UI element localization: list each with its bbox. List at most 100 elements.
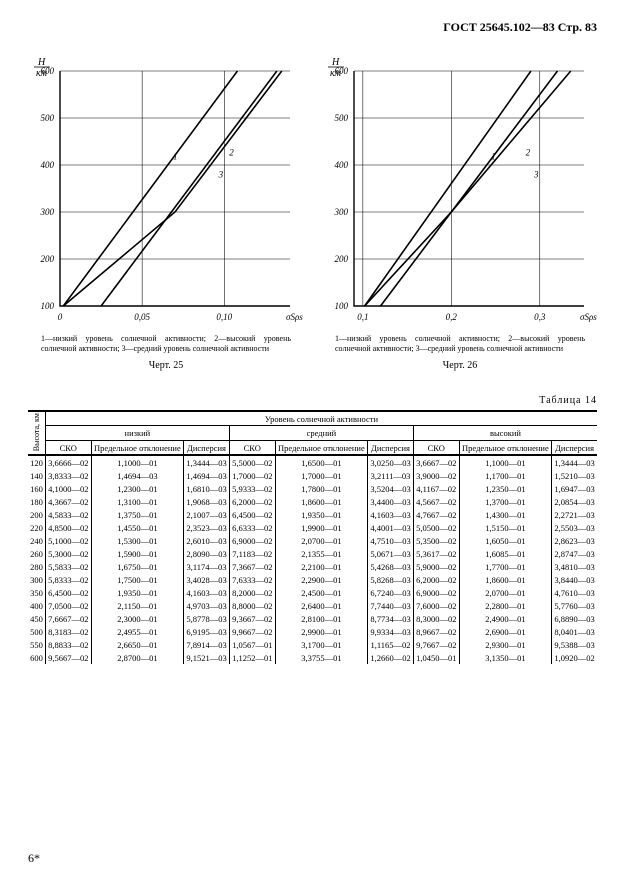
table-row: 4007,0500—022,1150—014,9703—038,8000—022…: [28, 599, 597, 612]
table-cell: 1,3100—01: [91, 495, 184, 508]
svg-text:Hкм: Hкм: [36, 57, 48, 79]
svg-text:500: 500: [41, 113, 55, 123]
table-cell: 4,1167—02: [413, 482, 459, 495]
table-cell: 1,6500—01: [275, 455, 368, 469]
table-cell: 5,8268—03: [368, 573, 414, 586]
table-cell: 5,5000—02: [229, 455, 275, 469]
table-cell: 3,6666—02: [45, 455, 91, 469]
table-cell: 9,5667—02: [45, 651, 91, 664]
table-cell: 3,4028—03: [184, 573, 230, 586]
table-cell: 5,0671—03: [368, 547, 414, 560]
table-cell: 7,6333—02: [229, 573, 275, 586]
table-row: 6009,5667—022,8700—019,1521—031,1252—013…: [28, 651, 597, 664]
table-cell: 3,9000—02: [413, 469, 459, 482]
table-cell: 240: [28, 534, 45, 547]
table-cell: 1,4694—03: [184, 469, 230, 482]
col-sko-2: СКО: [229, 440, 275, 455]
table-cell: 2,0854—03: [552, 495, 597, 508]
table-cell: 1,3700—01: [459, 495, 552, 508]
table-row: 5008,3183—022,4955—016,9195—039,9667—022…: [28, 625, 597, 638]
table-cell: 1,1252—01: [229, 651, 275, 664]
table-cell: 1,7700—01: [459, 560, 552, 573]
table-cell: 2,4900—01: [459, 612, 552, 625]
svg-text:500: 500: [335, 113, 349, 123]
table-cell: 2,6900—01: [459, 625, 552, 638]
level-mid: средний: [229, 426, 413, 440]
table-cell: 2,6010—03: [184, 534, 230, 547]
table-cell: 180: [28, 495, 45, 508]
table-cell: 5,1000—02: [45, 534, 91, 547]
table-row: 1203,6666—021,1000—011,3444—035,5000—021…: [28, 455, 597, 469]
table-cell: 1,4300—01: [459, 508, 552, 521]
svg-text:σSρs: σSρs: [580, 312, 597, 322]
table-cell: 5,0500—02: [413, 521, 459, 534]
col-disp-3: Дисперсия: [552, 440, 597, 455]
table-cell: 6,2000—02: [413, 573, 459, 586]
table-cell: 5,3500—02: [413, 534, 459, 547]
table-cell: 3,5204—03: [368, 482, 414, 495]
table-cell: 1,5150—01: [459, 521, 552, 534]
table-row: 1403,8333—021,4694—031,4694—031,7000—021…: [28, 469, 597, 482]
table-cell: 1,9900—01: [275, 521, 368, 534]
svg-text:200: 200: [41, 254, 55, 264]
table-cell: 1,1000—01: [459, 455, 552, 469]
table-row: 2805,5833—021,6750—013,1174—037,3667—022…: [28, 560, 597, 573]
svg-text:σSρs: σSρs: [286, 312, 303, 322]
table-cell: 3,1700—01: [275, 638, 368, 651]
table-row: 4507,6667—022,3000—015,8778—039,3667—022…: [28, 612, 597, 625]
table-cell: 1,6810—03: [184, 482, 230, 495]
chart-left: 10020030040050060000,050,10σSρs123Hкм: [28, 49, 304, 326]
table-cell: 1,0920—02: [552, 651, 597, 664]
chart-right-caption: 1—низкий уровень солнечной активности; 2…: [335, 334, 585, 354]
svg-text:2: 2: [229, 147, 234, 157]
table-cell: 6,7240—03: [368, 586, 414, 599]
table-cell: 3,6667—02: [413, 455, 459, 469]
col-pred-1: Предельное отклонение: [91, 440, 184, 455]
table-cell: 1,9350—01: [91, 586, 184, 599]
table-cell: 1,1165—02: [368, 638, 414, 651]
table-cell: 5,9333—02: [229, 482, 275, 495]
table-cell: 7,0500—02: [45, 599, 91, 612]
svg-text:200: 200: [335, 254, 349, 264]
table-cell: 4,5833—02: [45, 508, 91, 521]
table-row: 1804,3667—021,3100—011,9068—036,2000—021…: [28, 495, 597, 508]
svg-text:400: 400: [335, 160, 349, 170]
col-pred-3: Предельное отклонение: [459, 440, 552, 455]
footer-mark: 6*: [28, 851, 40, 866]
svg-text:100: 100: [335, 301, 349, 311]
table-cell: 140: [28, 469, 45, 482]
table-cell: 280: [28, 560, 45, 573]
table-cell: 7,3667—02: [229, 560, 275, 573]
table-cell: 200: [28, 508, 45, 521]
charts-row: 10020030040050060000,050,10σSρs123Hкм 1—…: [28, 49, 597, 371]
table-cell: 2,1007—03: [184, 508, 230, 521]
col-sko-1: СКО: [45, 440, 91, 455]
table-cell: 550: [28, 638, 45, 651]
table-cell: 7,1183—02: [229, 547, 275, 560]
svg-text:0,05: 0,05: [134, 312, 150, 322]
table-cell: 3,8333—02: [45, 469, 91, 482]
table-cell: 400: [28, 599, 45, 612]
table-cell: 9,1521—03: [184, 651, 230, 664]
table-cell: 450: [28, 612, 45, 625]
table-cell: 120: [28, 455, 45, 469]
table-cell: 4,4001—03: [368, 521, 414, 534]
table-cell: 4,7510—03: [368, 534, 414, 547]
table-cell: 6,2000—02: [229, 495, 275, 508]
table-cell: 8,3183—02: [45, 625, 91, 638]
table-cell: 220: [28, 521, 45, 534]
table-row: 5508,8833—022,6650—017,8914—031,0567—013…: [28, 638, 597, 651]
chart-left-caption: 1—низкий уровень солнечной активности; 2…: [41, 334, 291, 354]
table-cell: 9,9334—03: [368, 625, 414, 638]
table-cell: 3,4400—03: [368, 495, 414, 508]
table-cell: 2,3000—01: [91, 612, 184, 625]
data-table: Высота, км Уровень солнечной активности …: [28, 410, 597, 664]
svg-text:1: 1: [173, 151, 178, 161]
table-cell: 2,0700—01: [459, 586, 552, 599]
table-cell: 3,0250—03: [368, 455, 414, 469]
table-row: 2605,3000—021,5900—012,8090—037,1183—022…: [28, 547, 597, 560]
chart-right-number: Черт. 26: [443, 360, 477, 371]
table-cell: 1,9350—01: [275, 508, 368, 521]
table-cell: 7,7440—03: [368, 599, 414, 612]
level-low: низкий: [45, 426, 229, 440]
